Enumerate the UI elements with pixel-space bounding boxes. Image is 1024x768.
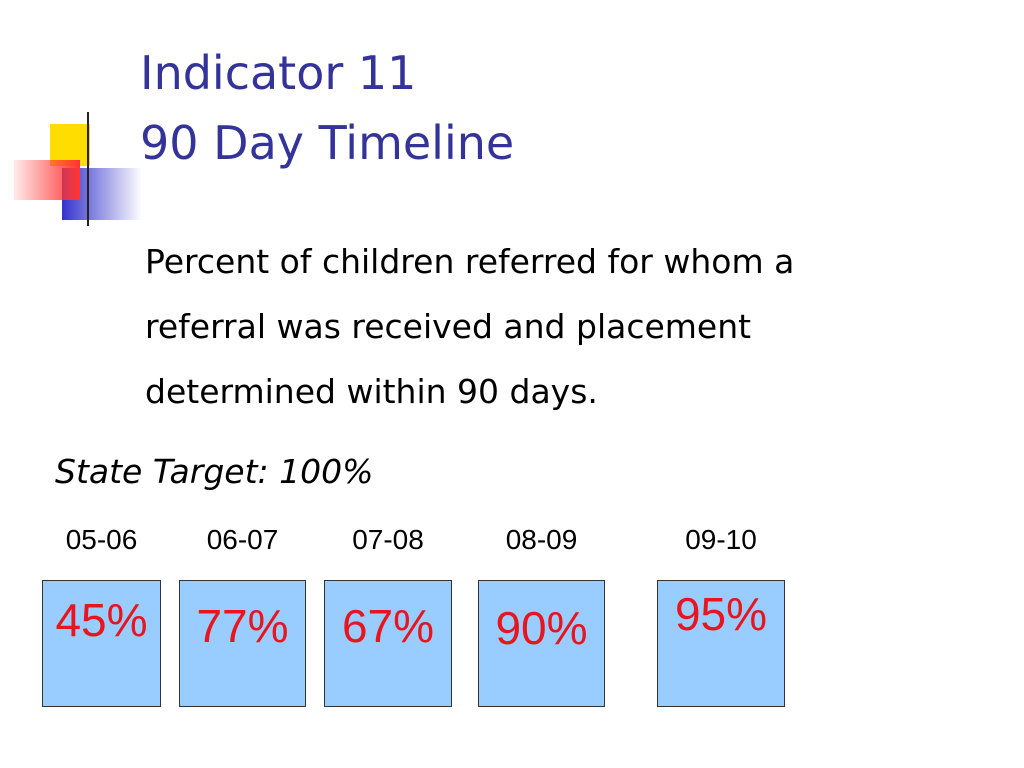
value-box: 90% (478, 580, 605, 707)
year-label: 07-08 (352, 524, 424, 555)
value: 95% (674, 588, 768, 640)
title-line: 90 Day Timeline (140, 116, 515, 170)
value: 67% (341, 600, 435, 652)
year-label: 05-06 (65, 524, 138, 555)
year-label: 06-07 (206, 524, 279, 555)
decoration (14, 112, 970, 226)
value: 45% (55, 594, 148, 646)
description-line: determined within 90 days. (145, 372, 598, 411)
value-box: 67% (324, 580, 452, 707)
state-target: State Target: 100% (55, 452, 374, 491)
value-box: 95% (657, 580, 785, 707)
value: 90% (495, 602, 588, 654)
description-line: referral was received and placement (145, 307, 752, 346)
description-line: Percent of children referred for whom a (145, 242, 795, 281)
title-line: Indicator 11 (140, 46, 417, 100)
value-box: 45% (42, 580, 161, 707)
value: 77% (196, 600, 289, 652)
year-label: 08-09 (505, 524, 578, 555)
value-box: 77% (179, 580, 306, 707)
year-label: 09-10 (685, 524, 757, 555)
